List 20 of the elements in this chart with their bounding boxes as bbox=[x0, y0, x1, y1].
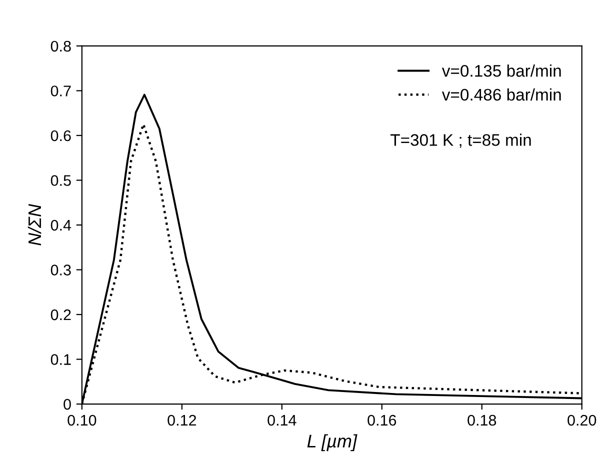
y-tick-label: 0.5 bbox=[50, 175, 71, 186]
y-tick-label: 0.2 bbox=[50, 309, 71, 320]
annotation: T=301 K ; t=85 min bbox=[390, 134, 531, 148]
y-tick-label: 0.3 bbox=[50, 264, 71, 276]
legend-label: v=0.135 bar/min bbox=[442, 64, 561, 77]
y-tick-label: 0 bbox=[64, 398, 71, 410]
y-axis-title: N/ΣN bbox=[28, 204, 42, 246]
x-tick-label: 0.12 bbox=[168, 414, 196, 426]
y-tick-label: 0.1 bbox=[50, 354, 71, 365]
x-tick-label: 0.18 bbox=[468, 414, 496, 426]
x-tick-label: 0.16 bbox=[368, 414, 396, 426]
y-tick-label: 0.7 bbox=[50, 86, 71, 96]
y-tick-label: 0.6 bbox=[50, 130, 71, 142]
y-tick-label: 0.4 bbox=[50, 220, 72, 231]
legend-label: v=0.486 bar/min bbox=[442, 88, 561, 101]
x-tick-label: 0.20 bbox=[568, 414, 596, 426]
y-tick-label: 0.8 bbox=[50, 40, 71, 52]
x-axis-title: L [µm] bbox=[307, 434, 358, 452]
x-tick-label: 0.14 bbox=[268, 414, 296, 426]
x-tick-label: 0.10 bbox=[68, 414, 96, 426]
